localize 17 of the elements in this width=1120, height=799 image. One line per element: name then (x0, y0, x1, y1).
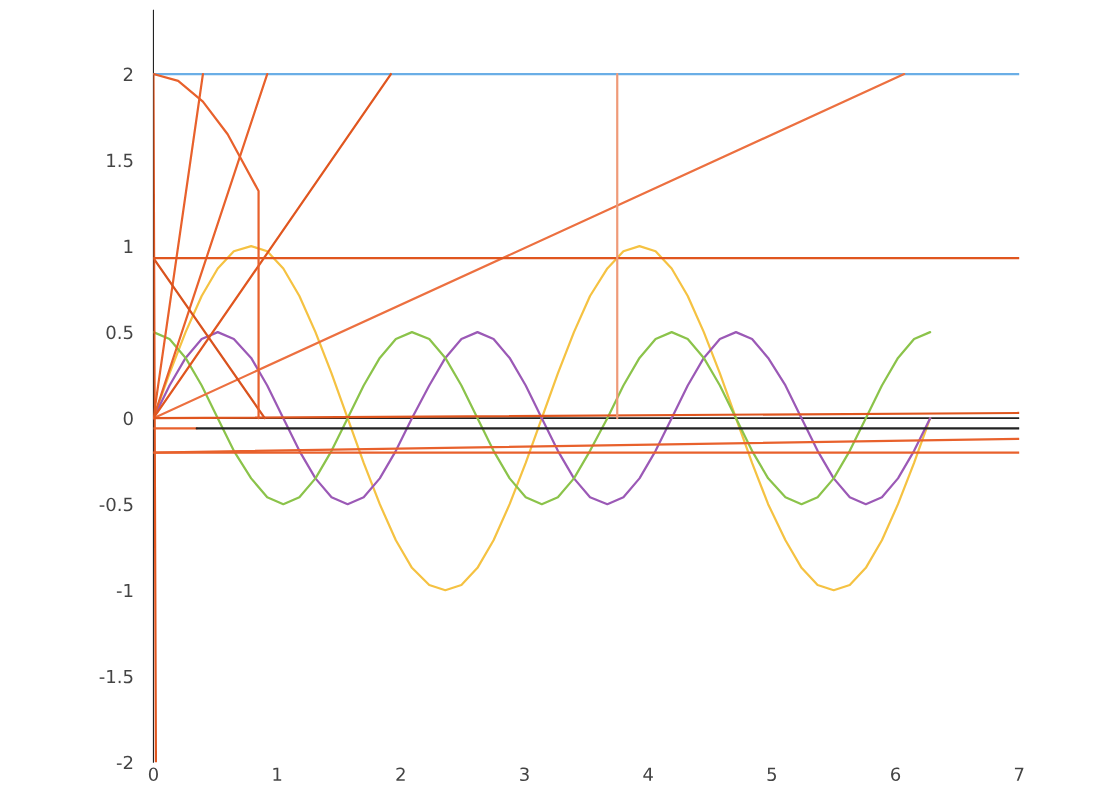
y-tick-label: -1.5 (99, 669, 133, 684)
y-tick-label: 2 (123, 67, 133, 81)
y-tick-label: 0.5 (106, 325, 133, 340)
y-tick-label: 1 (124, 239, 133, 253)
x-tick-label: 7 (1014, 767, 1024, 781)
x-tick-label: 3 (520, 767, 529, 782)
y-tick-label: 0 (123, 411, 133, 426)
y-tick-label: -0.5 (99, 497, 133, 512)
x-tick-label: 6 (891, 767, 901, 782)
x-tick-label: 1 (273, 767, 282, 781)
y-tick-label: -2 (116, 755, 133, 770)
x-tick-label: 5 (767, 767, 777, 782)
x-tick-label: 0 (148, 767, 158, 782)
x-tick-label: 2 (396, 767, 405, 781)
y-tick-label: 1.5 (107, 153, 133, 168)
y-tick-label: -1 (116, 583, 133, 598)
x-tick-label: 4 (643, 767, 653, 781)
